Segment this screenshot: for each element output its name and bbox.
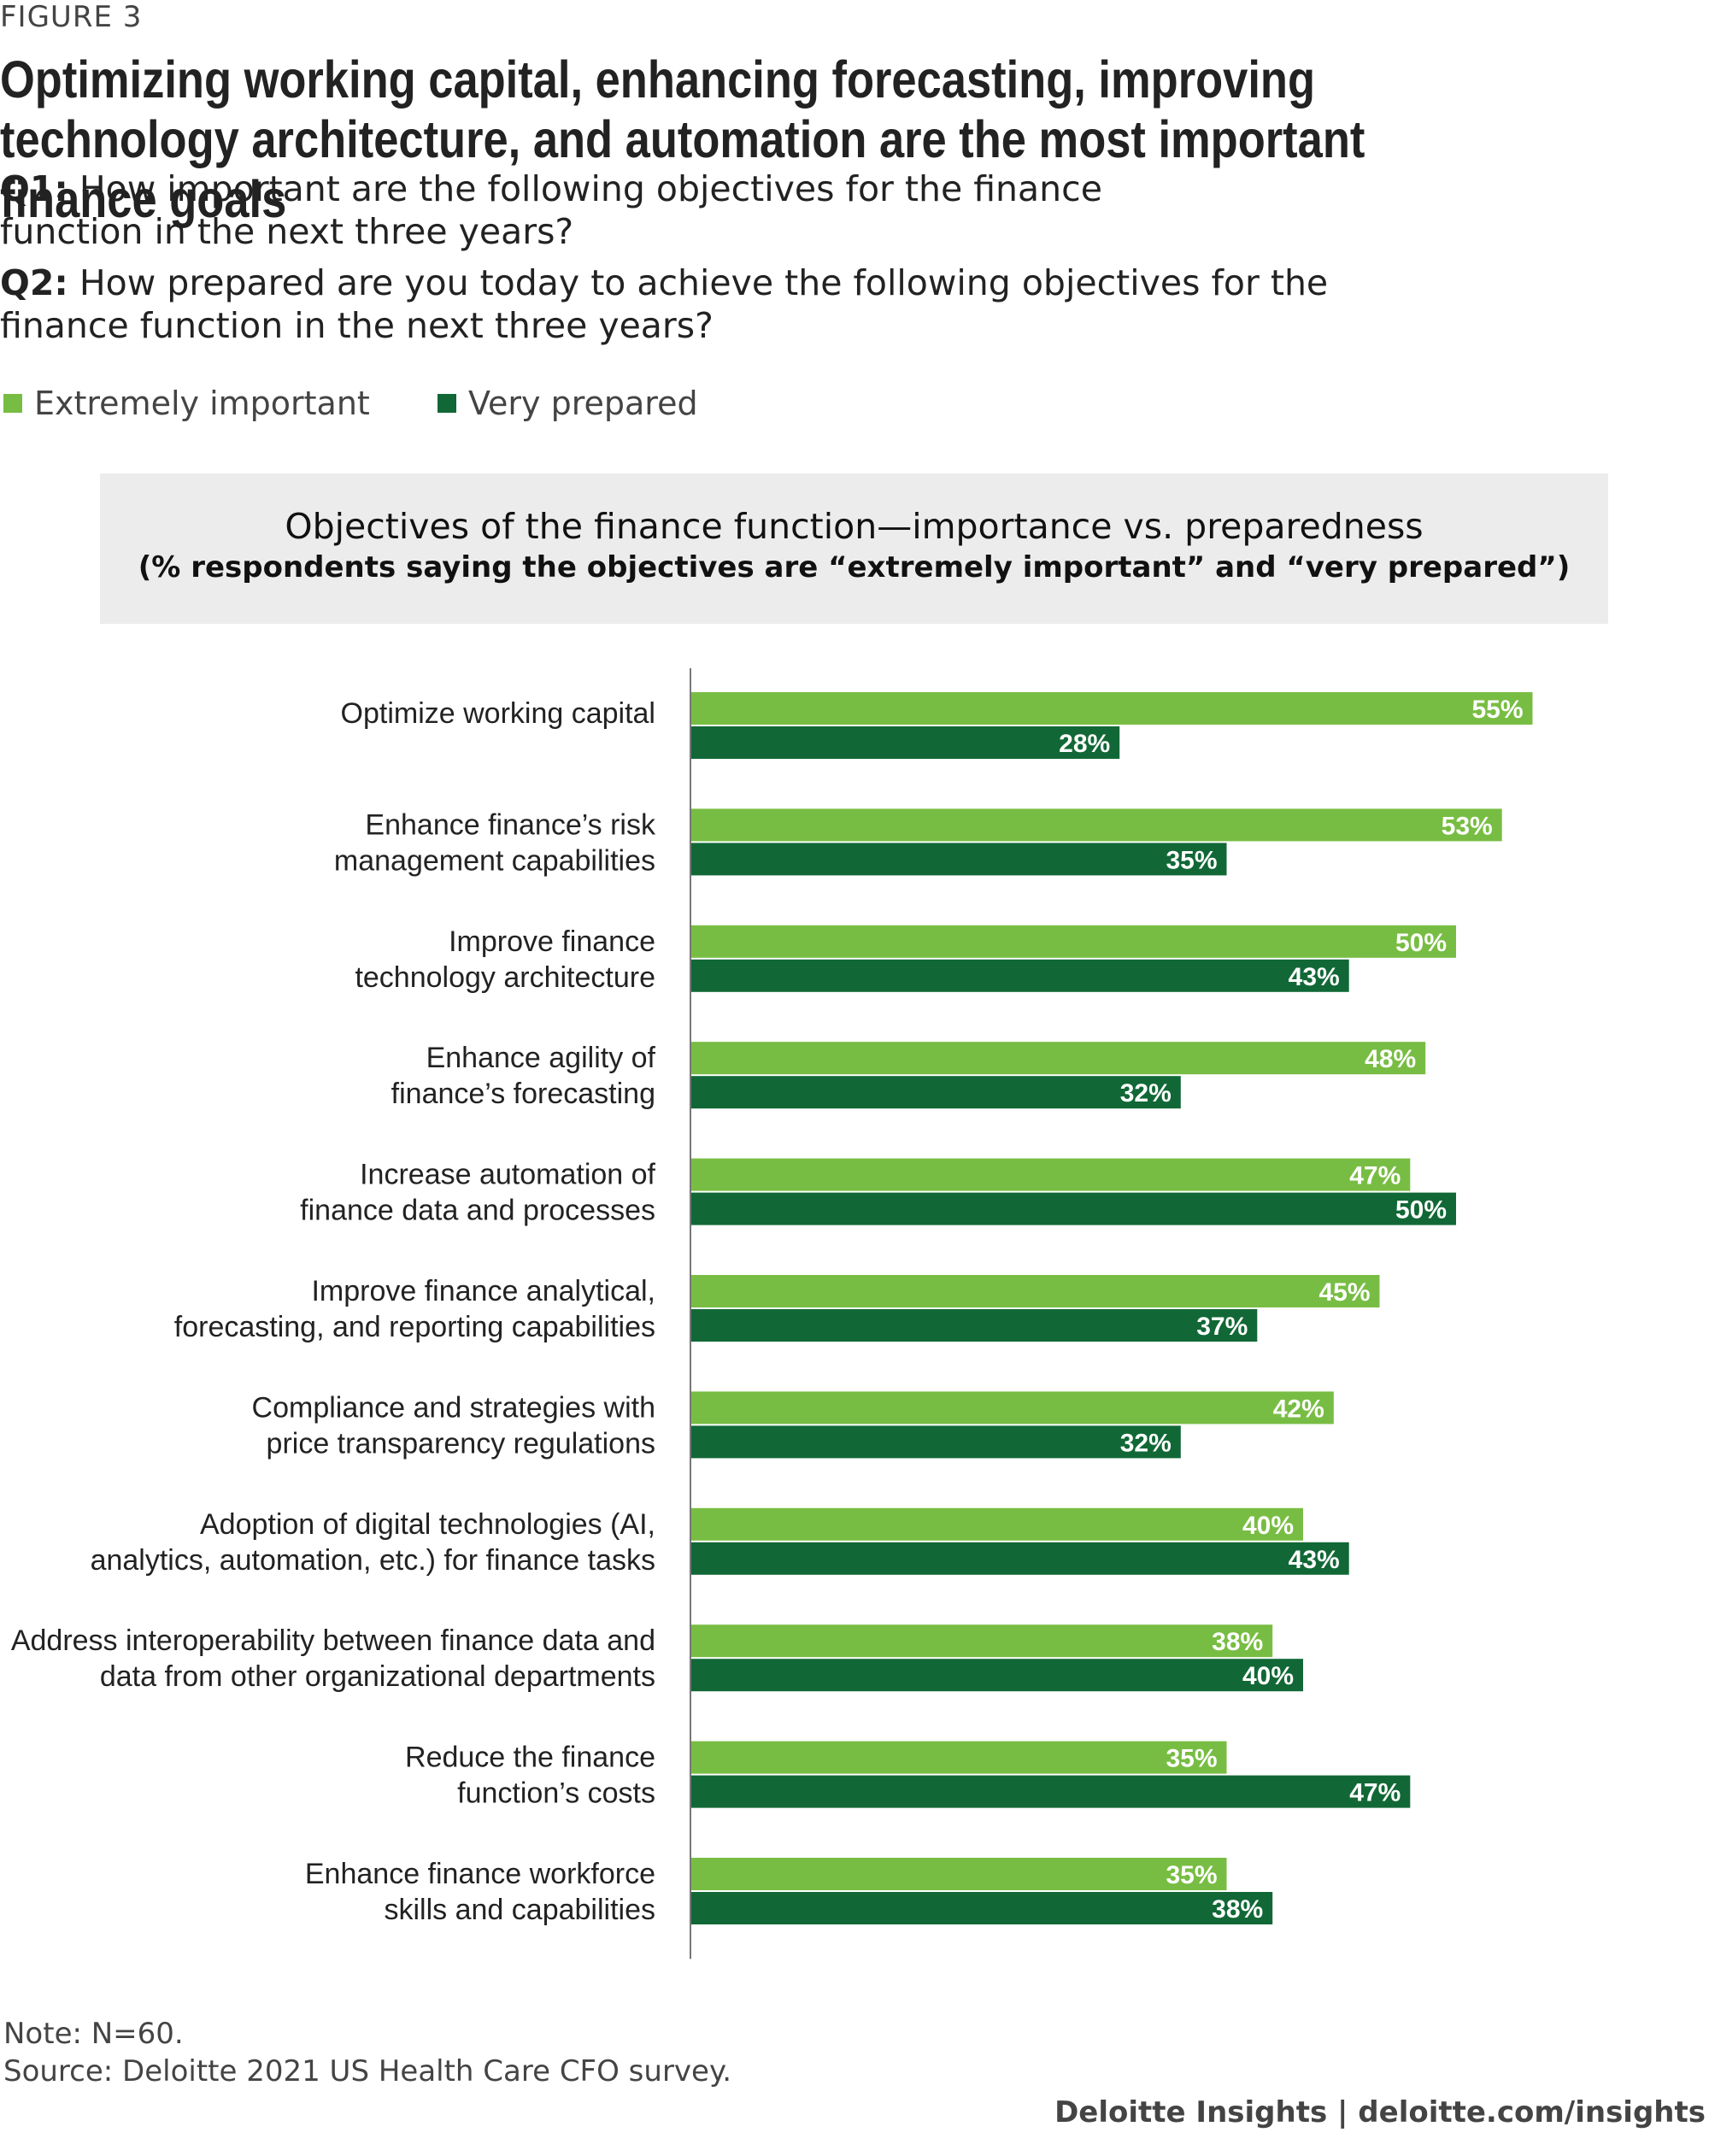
bar-very-prepared — [691, 1659, 1303, 1692]
category-label: Improve finance analytical, forecasting, … — [174, 1275, 655, 1343]
data-label-very-prepared: 50% — [1395, 1196, 1447, 1225]
data-label-extremely-important: 50% — [1395, 929, 1447, 957]
bar-extremely-important — [691, 808, 1502, 842]
bar-extremely-important — [691, 1624, 1273, 1658]
chart-title-panel: Objectives of the finance function—impor… — [100, 473, 1608, 624]
legend-swatch-prepared — [438, 394, 456, 413]
bar-very-prepared — [691, 959, 1349, 992]
bar-extremely-important — [691, 692, 1533, 725]
data-label-very-prepared: 40% — [1242, 1662, 1294, 1690]
question-1-prefix: Q1: — [0, 168, 68, 209]
category-label: Increase automation of finance data and p… — [300, 1159, 655, 1227]
data-label-very-prepared: 32% — [1120, 1079, 1172, 1107]
bar-extremely-important — [691, 1858, 1227, 1890]
data-label-extremely-important: 45% — [1318, 1278, 1370, 1307]
figure-label: FIGURE 3 — [0, 0, 143, 34]
bar-extremely-important — [691, 925, 1456, 958]
data-label-very-prepared: 35% — [1166, 846, 1217, 874]
bar-extremely-important — [691, 1391, 1334, 1425]
data-label-very-prepared: 37% — [1196, 1313, 1248, 1341]
bar-very-prepared — [691, 843, 1227, 876]
data-label-extremely-important: 48% — [1365, 1045, 1416, 1073]
category-label: Adoption of digital technologies (AI, ana… — [91, 1508, 655, 1577]
data-label-extremely-important: 38% — [1212, 1628, 1263, 1656]
headline: Optimizing working capital, enhancing fo… — [0, 50, 1365, 228]
data-label-very-prepared: 47% — [1349, 1779, 1401, 1807]
category-label: Improve finance technology architecture — [355, 925, 655, 994]
chart-subtitle: (% respondents saying the objectives are… — [138, 550, 1571, 585]
data-label-extremely-important: 47% — [1349, 1162, 1401, 1190]
legend-label-prepared: Very prepared — [468, 385, 698, 422]
bar-very-prepared — [691, 1076, 1181, 1109]
data-label-extremely-important: 35% — [1166, 1745, 1217, 1773]
data-label-extremely-important: 40% — [1242, 1512, 1294, 1540]
bar-chart: Optimize working capital 55% 28% Enhance fi… — [11, 668, 1533, 1959]
bar-extremely-important — [691, 1275, 1380, 1307]
bar-extremely-important — [691, 1158, 1411, 1191]
question-2: Q2: How prepared are you today to achiev… — [0, 261, 1410, 347]
data-label-extremely-important: 35% — [1166, 1861, 1217, 1889]
category-label: Compliance and strategies with price tran… — [252, 1391, 655, 1460]
source-text: Source: Deloitte 2021 US Health Care CFO… — [3, 2054, 732, 2088]
bar-very-prepared — [691, 1192, 1456, 1225]
data-label-very-prepared: 32% — [1120, 1429, 1172, 1457]
legend-item-prepared: Very prepared — [438, 385, 698, 422]
legend-swatch-important — [3, 394, 22, 413]
notes: Note: N=60. Source: Deloitte 2021 US Hea… — [3, 2015, 731, 2090]
question-2-text: How prepared are you today to achieve th… — [0, 262, 1329, 346]
bar-extremely-important — [691, 1507, 1303, 1541]
bar-extremely-important — [691, 1741, 1227, 1774]
bar-very-prepared — [691, 1425, 1181, 1459]
legend-label-important: Extremely important — [34, 385, 370, 422]
bar-extremely-important — [691, 1042, 1426, 1075]
note-text: Note: N=60. — [3, 2017, 184, 2051]
data-label-extremely-important: 53% — [1442, 812, 1493, 840]
category-label: Enhance agility of finance’s forecasting — [391, 1042, 656, 1110]
data-label-extremely-important: 42% — [1273, 1395, 1324, 1423]
question-1-text: How important are the following objectiv… — [0, 168, 1102, 252]
bar-very-prepared — [691, 726, 1120, 759]
data-label-very-prepared: 43% — [1289, 963, 1340, 991]
data-label-very-prepared: 43% — [1289, 1546, 1340, 1574]
footer-credit: Deloitte Insights | deloitte.com/insight… — [1054, 2095, 1706, 2130]
bar-very-prepared — [691, 1892, 1273, 1924]
chart-title: Objectives of the finance function—impor… — [285, 506, 1424, 547]
bar-very-prepared — [691, 1775, 1411, 1808]
bar-very-prepared — [691, 1542, 1349, 1575]
category-label: Enhance finance’s risk management capabil… — [334, 808, 656, 877]
data-label-very-prepared: 38% — [1212, 1895, 1263, 1924]
category-label: Enhance finance workforce skills and capa… — [305, 1858, 655, 1926]
data-label-extremely-important: 55% — [1471, 696, 1523, 724]
question-1: Q1: How important are the following obje… — [0, 167, 1213, 253]
data-label-very-prepared: 28% — [1059, 730, 1110, 758]
legend-item-important: Extremely important — [3, 385, 370, 422]
category-label: Reduce the finance function’s costs — [405, 1742, 655, 1810]
question-2-prefix: Q2: — [0, 262, 68, 303]
bar-very-prepared — [691, 1309, 1258, 1342]
category-label: Address interoperability between finance… — [11, 1624, 655, 1693]
category-label: Optimize working capital — [341, 697, 655, 730]
